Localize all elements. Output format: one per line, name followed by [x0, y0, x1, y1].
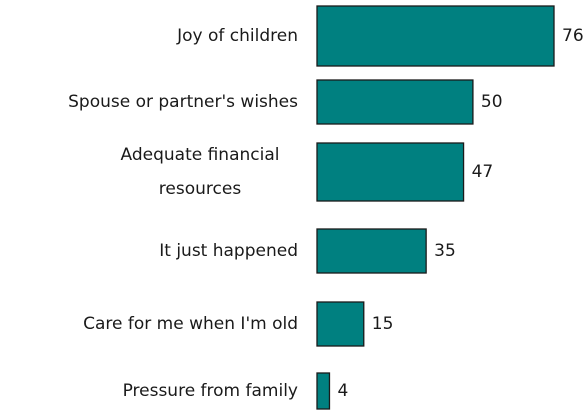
- value-label-6: 4: [337, 381, 348, 401]
- category-label-4: It just happened: [159, 241, 298, 261]
- value-label-3: 47: [472, 162, 494, 182]
- value-label-1: 76: [562, 26, 584, 46]
- category-label-1: Joy of children: [176, 26, 298, 46]
- bar-2: [316, 79, 474, 125]
- category-label-6: Pressure from family: [123, 381, 298, 401]
- value-label-4: 35: [434, 241, 456, 261]
- category-label-2: Spouse or partner's wishes: [68, 92, 298, 112]
- bar-6: [316, 372, 331, 410]
- category-label-5: Care for me when I'm old: [83, 314, 298, 334]
- value-label-2: 50: [481, 92, 503, 112]
- category-label-3: Adequate financial resources: [121, 145, 280, 199]
- bar-4: [316, 228, 427, 274]
- bar-3: [316, 142, 465, 202]
- bar-5: [316, 301, 365, 347]
- value-label-5: 15: [372, 314, 394, 334]
- bar-1: [316, 5, 555, 67]
- labels-layer: 76 Joy of children 50 Spouse or partner's w…: [68, 26, 584, 401]
- bars-layer: [316, 5, 555, 410]
